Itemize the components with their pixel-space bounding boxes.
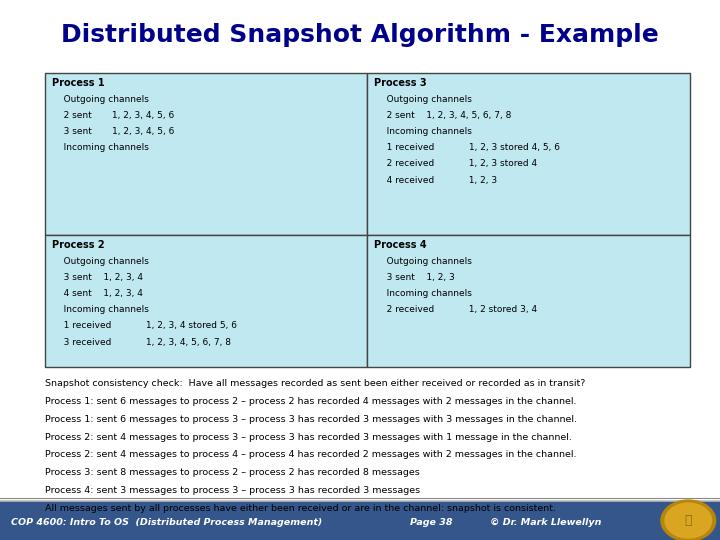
Text: 3 sent    1, 2, 3, 4: 3 sent 1, 2, 3, 4: [55, 273, 143, 282]
Text: Outgoing channels: Outgoing channels: [378, 94, 472, 104]
Text: Distributed Snapshot Algorithm - Example: Distributed Snapshot Algorithm - Example: [61, 23, 659, 47]
Circle shape: [661, 500, 716, 540]
Text: 🦢: 🦢: [685, 514, 692, 527]
Bar: [45, 73, 367, 235]
Bar: [367, 235, 690, 367]
Text: Process 1: Process 1: [52, 78, 104, 89]
Text: Process 1: sent 6 messages to process 3 – process 3 has recorded 3 messages with: Process 1: sent 6 messages to process 3 …: [45, 415, 577, 424]
Text: Incoming channels: Incoming channels: [55, 305, 149, 314]
Text: 4 received            1, 2, 3: 4 received 1, 2, 3: [378, 176, 497, 185]
Text: 1 received            1, 2, 3 stored 4, 5, 6: 1 received 1, 2, 3 stored 4, 5, 6: [378, 143, 560, 152]
Text: 3 sent    1, 2, 3: 3 sent 1, 2, 3: [378, 273, 455, 282]
Text: Incoming channels: Incoming channels: [378, 289, 472, 298]
Text: 2 received            1, 2, 3 stored 4: 2 received 1, 2, 3 stored 4: [378, 159, 537, 168]
Text: 3 sent       1, 2, 3, 4, 5, 6: 3 sent 1, 2, 3, 4, 5, 6: [55, 127, 175, 136]
Text: © Dr. Mark Llewellyn: © Dr. Mark Llewellyn: [490, 518, 601, 527]
Text: Outgoing channels: Outgoing channels: [55, 256, 149, 266]
Text: Process 2: Process 2: [52, 240, 104, 251]
Text: Incoming channels: Incoming channels: [55, 143, 149, 152]
Text: Process 4: sent 3 messages to process 3 – process 3 has recorded 3 messages: Process 4: sent 3 messages to process 3 …: [45, 486, 420, 495]
Text: Page 38: Page 38: [410, 518, 453, 527]
Text: 2 sent    1, 2, 3, 4, 5, 6, 7, 8: 2 sent 1, 2, 3, 4, 5, 6, 7, 8: [378, 111, 511, 120]
Text: Outgoing channels: Outgoing channels: [378, 256, 472, 266]
Text: 1 received            1, 2, 3, 4 stored 5, 6: 1 received 1, 2, 3, 4 stored 5, 6: [55, 321, 238, 330]
Text: All messages sent by all processes have either been received or are in the chann: All messages sent by all processes have …: [45, 504, 556, 513]
Text: 2 sent       1, 2, 3, 4, 5, 6: 2 sent 1, 2, 3, 4, 5, 6: [55, 111, 175, 120]
Text: Process 2: sent 4 messages to process 4 – process 4 has recorded 2 messages with: Process 2: sent 4 messages to process 4 …: [45, 450, 576, 460]
Text: Process 3: sent 8 messages to process 2 – process 2 has recorded 8 messages: Process 3: sent 8 messages to process 2 …: [45, 468, 419, 477]
Bar: [0, 501, 720, 540]
Text: Process 3: Process 3: [374, 78, 427, 89]
Text: Snapshot consistency check:  Have all messages recorded as sent been either rece: Snapshot consistency check: Have all mes…: [45, 379, 585, 388]
Text: Process 2: sent 4 messages to process 3 – process 3 has recorded 3 messages with: Process 2: sent 4 messages to process 3 …: [45, 433, 572, 442]
Text: Outgoing channels: Outgoing channels: [55, 94, 149, 104]
Text: 2 received            1, 2 stored 3, 4: 2 received 1, 2 stored 3, 4: [378, 305, 537, 314]
Text: Process 4: Process 4: [374, 240, 427, 251]
Text: Incoming channels: Incoming channels: [378, 127, 472, 136]
Bar: [367, 73, 690, 235]
Text: 4 sent    1, 2, 3, 4: 4 sent 1, 2, 3, 4: [55, 289, 143, 298]
Bar: [45, 235, 367, 367]
Text: Process 1: sent 6 messages to process 2 – process 2 has recorded 4 messages with: Process 1: sent 6 messages to process 2 …: [45, 397, 576, 406]
Text: COP 4600: Intro To OS  (Distributed Process Management): COP 4600: Intro To OS (Distributed Proce…: [11, 518, 322, 527]
Circle shape: [665, 503, 711, 538]
Text: 3 received            1, 2, 3, 4, 5, 6, 7, 8: 3 received 1, 2, 3, 4, 5, 6, 7, 8: [55, 338, 231, 347]
